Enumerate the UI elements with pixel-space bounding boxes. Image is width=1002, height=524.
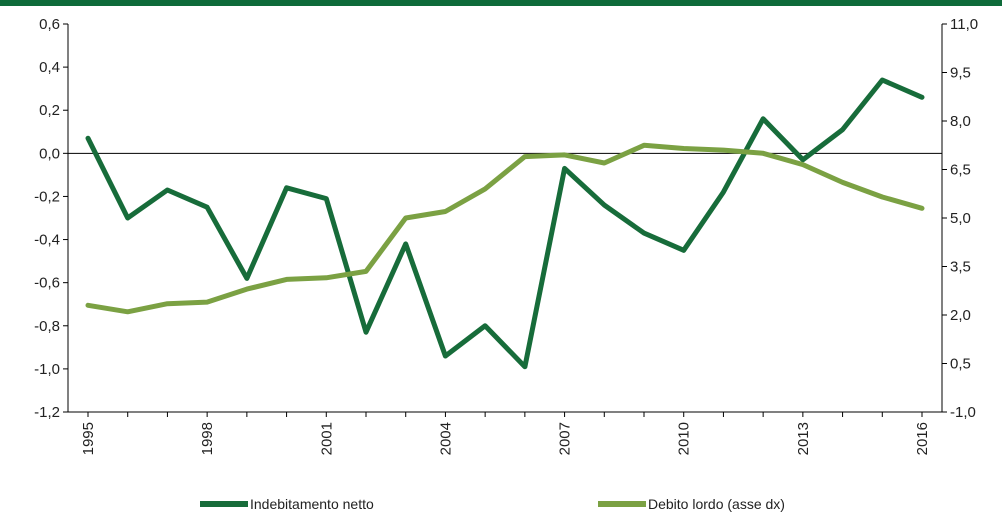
left-tick-label: 0,0 bbox=[39, 145, 60, 162]
left-tick-label: -0,6 bbox=[34, 275, 60, 292]
x-tick-label: 2001 bbox=[318, 422, 335, 455]
left-tick-label: -0,8 bbox=[34, 318, 60, 335]
left-tick-label: 0,2 bbox=[39, 102, 60, 119]
left-tick-label: -0,2 bbox=[34, 188, 60, 205]
x-tick-label: 2010 bbox=[676, 422, 693, 455]
x-tick-label: 2007 bbox=[557, 422, 574, 455]
left-tick-label: -1,0 bbox=[34, 361, 60, 378]
top-bar bbox=[0, 0, 1002, 6]
right-tick-label: 2,0 bbox=[950, 307, 971, 324]
right-tick-label: 6,5 bbox=[950, 162, 971, 179]
left-tick-label: -0,4 bbox=[34, 232, 60, 249]
legend: Indebitamento netto Debito lordo (asse dx… bbox=[200, 496, 785, 512]
left-tick-label: -1,2 bbox=[34, 404, 60, 421]
left-tick-label: 0,4 bbox=[39, 59, 60, 76]
left-axis-ticks: 0,6 0,4 0,2 0,0 -0,2 -0,4 -0,6 -0,8 -1,0 -1,2 bbox=[34, 16, 68, 421]
right-tick-label: 0,5 bbox=[950, 356, 971, 373]
series-line-indebitamento-netto bbox=[85, 77, 925, 370]
legend-label: Indebitamento netto bbox=[250, 496, 374, 512]
right-tick-label: -1,0 bbox=[950, 404, 976, 421]
right-axis-ticks: 11,0 9,5 8,0 6,5 5,0 3,5 2,0 0,5 -1,0 bbox=[942, 16, 978, 421]
x-axis-ticks: 1995 1998 2001 2004 2007 2010 2013 2016 bbox=[80, 412, 931, 455]
x-tick-label: 2004 bbox=[437, 422, 454, 455]
left-tick-label: 0,6 bbox=[39, 16, 60, 33]
legend-label: Debito lordo (asse dx) bbox=[648, 496, 785, 512]
x-tick-label: 1995 bbox=[80, 422, 97, 455]
right-tick-label: 8,0 bbox=[950, 113, 971, 130]
right-tick-label: 5,0 bbox=[950, 210, 971, 227]
x-tick-label: 2013 bbox=[795, 422, 812, 455]
series-line-debito-lordo bbox=[85, 142, 925, 315]
right-tick-label: 3,5 bbox=[950, 259, 971, 276]
axes bbox=[67, 24, 943, 413]
right-tick-label: 9,5 bbox=[950, 65, 971, 82]
x-tick-label: 2016 bbox=[914, 422, 931, 455]
series-lines bbox=[85, 77, 925, 370]
right-tick-label: 11,0 bbox=[950, 16, 978, 33]
x-tick-label: 1998 bbox=[199, 422, 216, 455]
